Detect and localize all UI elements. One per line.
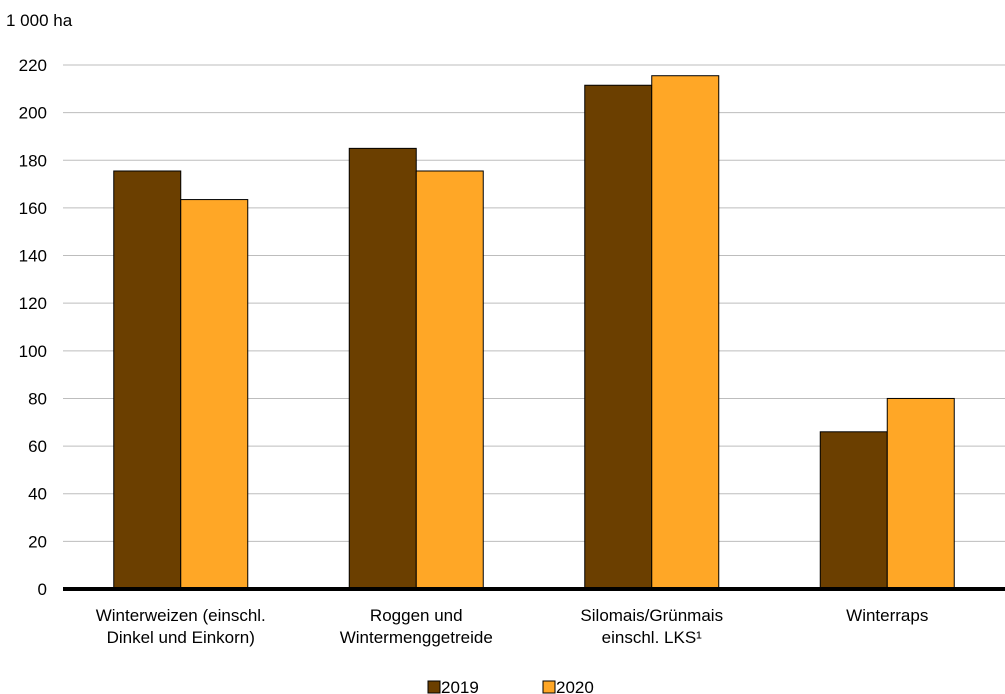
y-tick-label: 220 [19,56,47,75]
bar-2019-2 [584,84,653,590]
y-tick-label: 120 [19,294,47,313]
bar-2019-3 [819,431,888,590]
bars [113,75,955,590]
y-tick-label: 100 [19,342,47,361]
x-category-label: Dinkel und Einkorn) [107,628,255,647]
legend-swatch-2019 [427,680,441,694]
legend: 2019 2020 [427,678,594,694]
x-category-label: Silomais/Grünmais [580,606,723,625]
bar-2020-0 [180,199,249,590]
y-axis-unit-label: 1 000 ha [6,11,73,30]
bar-2020-3 [886,397,955,590]
bar-2019-0 [113,170,182,590]
bar-2020-2 [651,75,720,590]
y-tick-label: 40 [28,485,47,504]
x-axis-category-labels: Winterweizen (einschl. Dinkel und Einkorn… [96,606,929,647]
x-category-label: Roggen und [370,606,463,625]
bar-2020-1 [415,170,484,590]
legend-label-2019: 2019 [441,678,479,694]
y-tick-label: 20 [28,532,47,551]
x-category-label: Winterweizen (einschl. [96,606,266,625]
y-tick-label: 0 [38,580,47,599]
legend-label-2020: 2020 [556,678,594,694]
x-category-label: Winterraps [846,606,928,625]
y-axis-ticks: 0 20 40 60 80 100 120 140 160 180 200 220 [19,56,47,599]
x-category-label: Wintermenggetreide [340,628,493,647]
bar-2019-1 [348,147,417,590]
y-tick-label: 80 [28,389,47,408]
legend-swatch-2020 [542,680,556,694]
y-tick-label: 140 [19,247,47,266]
x-category-label: einschl. LKS¹ [602,628,702,647]
y-tick-label: 180 [19,151,47,170]
y-tick-label: 160 [19,199,47,218]
y-tick-label: 60 [28,437,47,456]
y-tick-label: 200 [19,104,47,123]
